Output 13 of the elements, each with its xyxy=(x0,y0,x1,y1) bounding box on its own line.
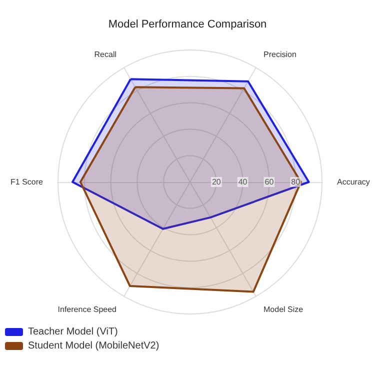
spoke-label: Model Size xyxy=(264,304,304,314)
spoke-label: Accuracy xyxy=(337,178,370,186)
y-tick-label: 80 xyxy=(291,178,301,186)
spoke-label: Inference Speed xyxy=(58,304,116,314)
legend-label: Student Model (MobileNetV2) xyxy=(28,340,160,352)
y-tick-label: 60 xyxy=(264,178,274,186)
spoke-label: F1 Score xyxy=(10,178,44,186)
spoke-label: Recall xyxy=(94,50,117,60)
y-tick-label: 40 xyxy=(238,178,248,186)
spoke-label: Precision xyxy=(264,50,296,60)
chart-title: Model Performance Comparison xyxy=(108,18,267,30)
y-tick-label: 20 xyxy=(212,178,222,186)
legend-label: Teacher Model (ViT) xyxy=(28,326,118,338)
